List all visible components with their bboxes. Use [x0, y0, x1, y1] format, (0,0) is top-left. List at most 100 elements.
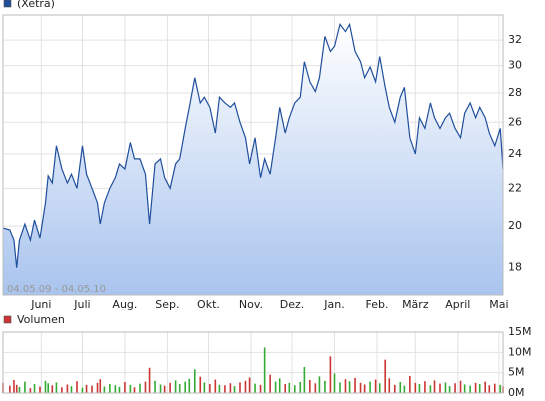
- price-line: [2, 22, 504, 268]
- volume-bar: [248, 377, 251, 393]
- plot-frame: [2, 331, 504, 394]
- volume-bar: [254, 383, 256, 393]
- volume-bar: [218, 384, 221, 393]
- y-tick-label: 5M: [508, 366, 525, 379]
- volume-bar: [24, 381, 26, 393]
- volume-bar: [448, 386, 451, 393]
- volume-bar: [13, 379, 15, 393]
- volume-bar: [114, 385, 117, 393]
- volume-bar: [169, 382, 171, 393]
- x-tick-label: Mai: [489, 298, 508, 311]
- volume-bar: [129, 384, 132, 393]
- volume-bar: [399, 382, 402, 393]
- volume-bar: [348, 381, 351, 393]
- volume-bar: [203, 382, 206, 393]
- volume-bar: [469, 385, 471, 393]
- volume-bar: [174, 380, 177, 393]
- volume-bar: [15, 384, 18, 393]
- volume-bar: [463, 384, 466, 393]
- volume-bar: [214, 379, 217, 393]
- x-tick-label: Sep.: [155, 298, 179, 311]
- volume-bar: [259, 384, 262, 393]
- volume-bar: [274, 381, 277, 393]
- volume-bar: [39, 386, 41, 393]
- volume-bar: [318, 376, 321, 393]
- volume-bar: [70, 386, 73, 393]
- volume-bar: [484, 381, 486, 393]
- volume-bar: [239, 382, 241, 393]
- volume-bar: [393, 384, 396, 393]
- volume-bar: [178, 384, 181, 393]
- volume-bar: [409, 375, 411, 393]
- volume-bar: [299, 382, 302, 393]
- volume-bar: [244, 380, 247, 393]
- volume-bar: [369, 381, 371, 393]
- x-tick-label: Aug.: [112, 298, 137, 311]
- volume-bar: [199, 376, 202, 393]
- volume-bar: [224, 385, 226, 393]
- volume-bar: [403, 385, 406, 393]
- volume-bar: [439, 383, 441, 393]
- volume-bar: [359, 382, 362, 393]
- volume-bar: [47, 383, 50, 393]
- volume-bar: [388, 378, 391, 393]
- x-tick-label: Juli: [73, 298, 90, 311]
- volume-bar: [333, 373, 336, 393]
- volume-bar: [278, 378, 281, 393]
- volume-bar: [163, 385, 166, 393]
- volume-bar: [288, 382, 291, 393]
- price-area: [3, 24, 503, 296]
- volume-bar: [85, 384, 88, 393]
- volume-bar: [433, 380, 436, 393]
- plot-frame: [2, 14, 504, 296]
- volume-bar: [184, 381, 186, 393]
- x-tick-label: April: [445, 298, 470, 311]
- volume-bar: [118, 386, 121, 393]
- volume-bar: [339, 382, 341, 393]
- volume-bar: [459, 380, 462, 393]
- volume-bar: [18, 386, 21, 393]
- y-tick-label: 24: [508, 147, 522, 160]
- subtitle: 04.05.09 - 04.05.10: [7, 284, 106, 295]
- volume-bar: [493, 383, 496, 393]
- y-tick-label: 26: [508, 115, 522, 128]
- volume-bar: [133, 387, 136, 393]
- y-tick-label: 22: [508, 181, 522, 194]
- volume-bar: [209, 384, 211, 393]
- volume-bar: [139, 383, 141, 393]
- volume-bar: [314, 383, 317, 393]
- y-tick-label: 18: [508, 261, 522, 274]
- volume-bar: [478, 384, 481, 393]
- y-tick-label: 20: [508, 219, 522, 232]
- volume-bar: [344, 379, 347, 393]
- volume-bar: [99, 379, 102, 393]
- volume-bar: [284, 384, 286, 393]
- volume-bar: [66, 384, 69, 393]
- volume-bar: [76, 381, 78, 393]
- volume-bar: [103, 386, 106, 393]
- volume-bar: [414, 382, 417, 393]
- volume-bar: [44, 380, 47, 393]
- volume-bar: [309, 379, 311, 393]
- volume-bar: [354, 377, 356, 393]
- volume-bar: [444, 382, 447, 393]
- volume-bar: [474, 382, 477, 393]
- volume-bar: [148, 367, 151, 393]
- volume-bar: [81, 387, 84, 393]
- y-tick-label: 0M: [508, 386, 525, 399]
- plot-area: [3, 332, 503, 393]
- volume-bar: [91, 385, 93, 393]
- volume-bar: [96, 382, 99, 393]
- volume-bar: [144, 381, 147, 393]
- y-tick-label: 32: [508, 33, 522, 46]
- y-tick-label: 15M: [508, 325, 532, 338]
- volume-bar: [378, 383, 381, 393]
- y-tick-label: 28: [508, 86, 522, 99]
- volume-bar: [154, 380, 156, 393]
- volume-bar: [293, 385, 296, 393]
- volume-bar: [109, 384, 111, 393]
- volume-bar: [374, 379, 377, 393]
- volume-bar: [429, 385, 432, 393]
- x-tick-label: Juni: [30, 298, 51, 311]
- volume-bar: [384, 359, 386, 393]
